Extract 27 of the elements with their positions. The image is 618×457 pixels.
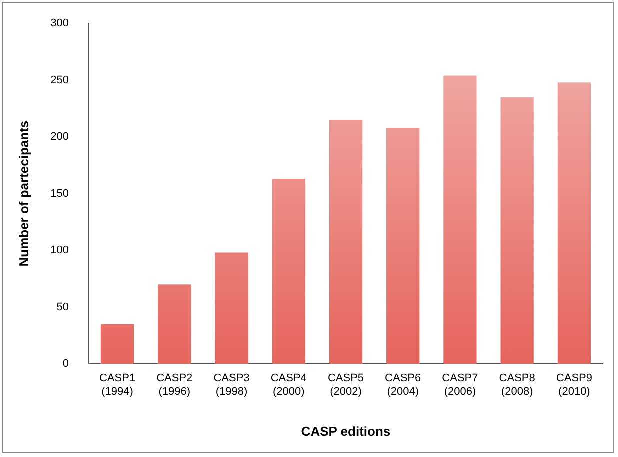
x-tick-label: CASP2 (1996) xyxy=(156,372,193,398)
y-tick-label: 150 xyxy=(50,188,69,200)
bar xyxy=(444,76,477,364)
x-tick-label: CASP6 (2004) xyxy=(385,372,422,398)
x-tick-label: CASP7 (2006) xyxy=(442,372,478,398)
x-tick-label: CASP8 (2008) xyxy=(499,372,536,398)
y-axis-title: Number of partecipants xyxy=(16,120,32,267)
y-tick-label: 250 xyxy=(50,74,69,86)
y-tick-label: 100 xyxy=(50,244,69,257)
bar xyxy=(215,252,248,364)
x-tick-label: CASP9 (2010) xyxy=(556,372,592,398)
y-tick-label: 0 xyxy=(62,358,69,370)
x-axis-title: CASP editions xyxy=(301,424,391,439)
y-tick-label: 300 xyxy=(50,18,69,30)
bar xyxy=(329,120,363,364)
bar xyxy=(558,82,592,364)
y-tick-label: 50 xyxy=(56,301,69,314)
bar xyxy=(272,179,306,364)
bar xyxy=(100,324,134,364)
x-tick-label: CASP4 (2000) xyxy=(270,372,307,398)
x-tick-label: CASP5 (2002) xyxy=(328,372,364,398)
x-tick-label: CASP1 (1994) xyxy=(99,372,136,398)
bar xyxy=(158,284,192,364)
x-tick-label: CASP3 (1998) xyxy=(214,372,250,398)
bar xyxy=(386,128,420,364)
bar xyxy=(500,97,534,364)
y-tick-label: 200 xyxy=(50,131,69,144)
